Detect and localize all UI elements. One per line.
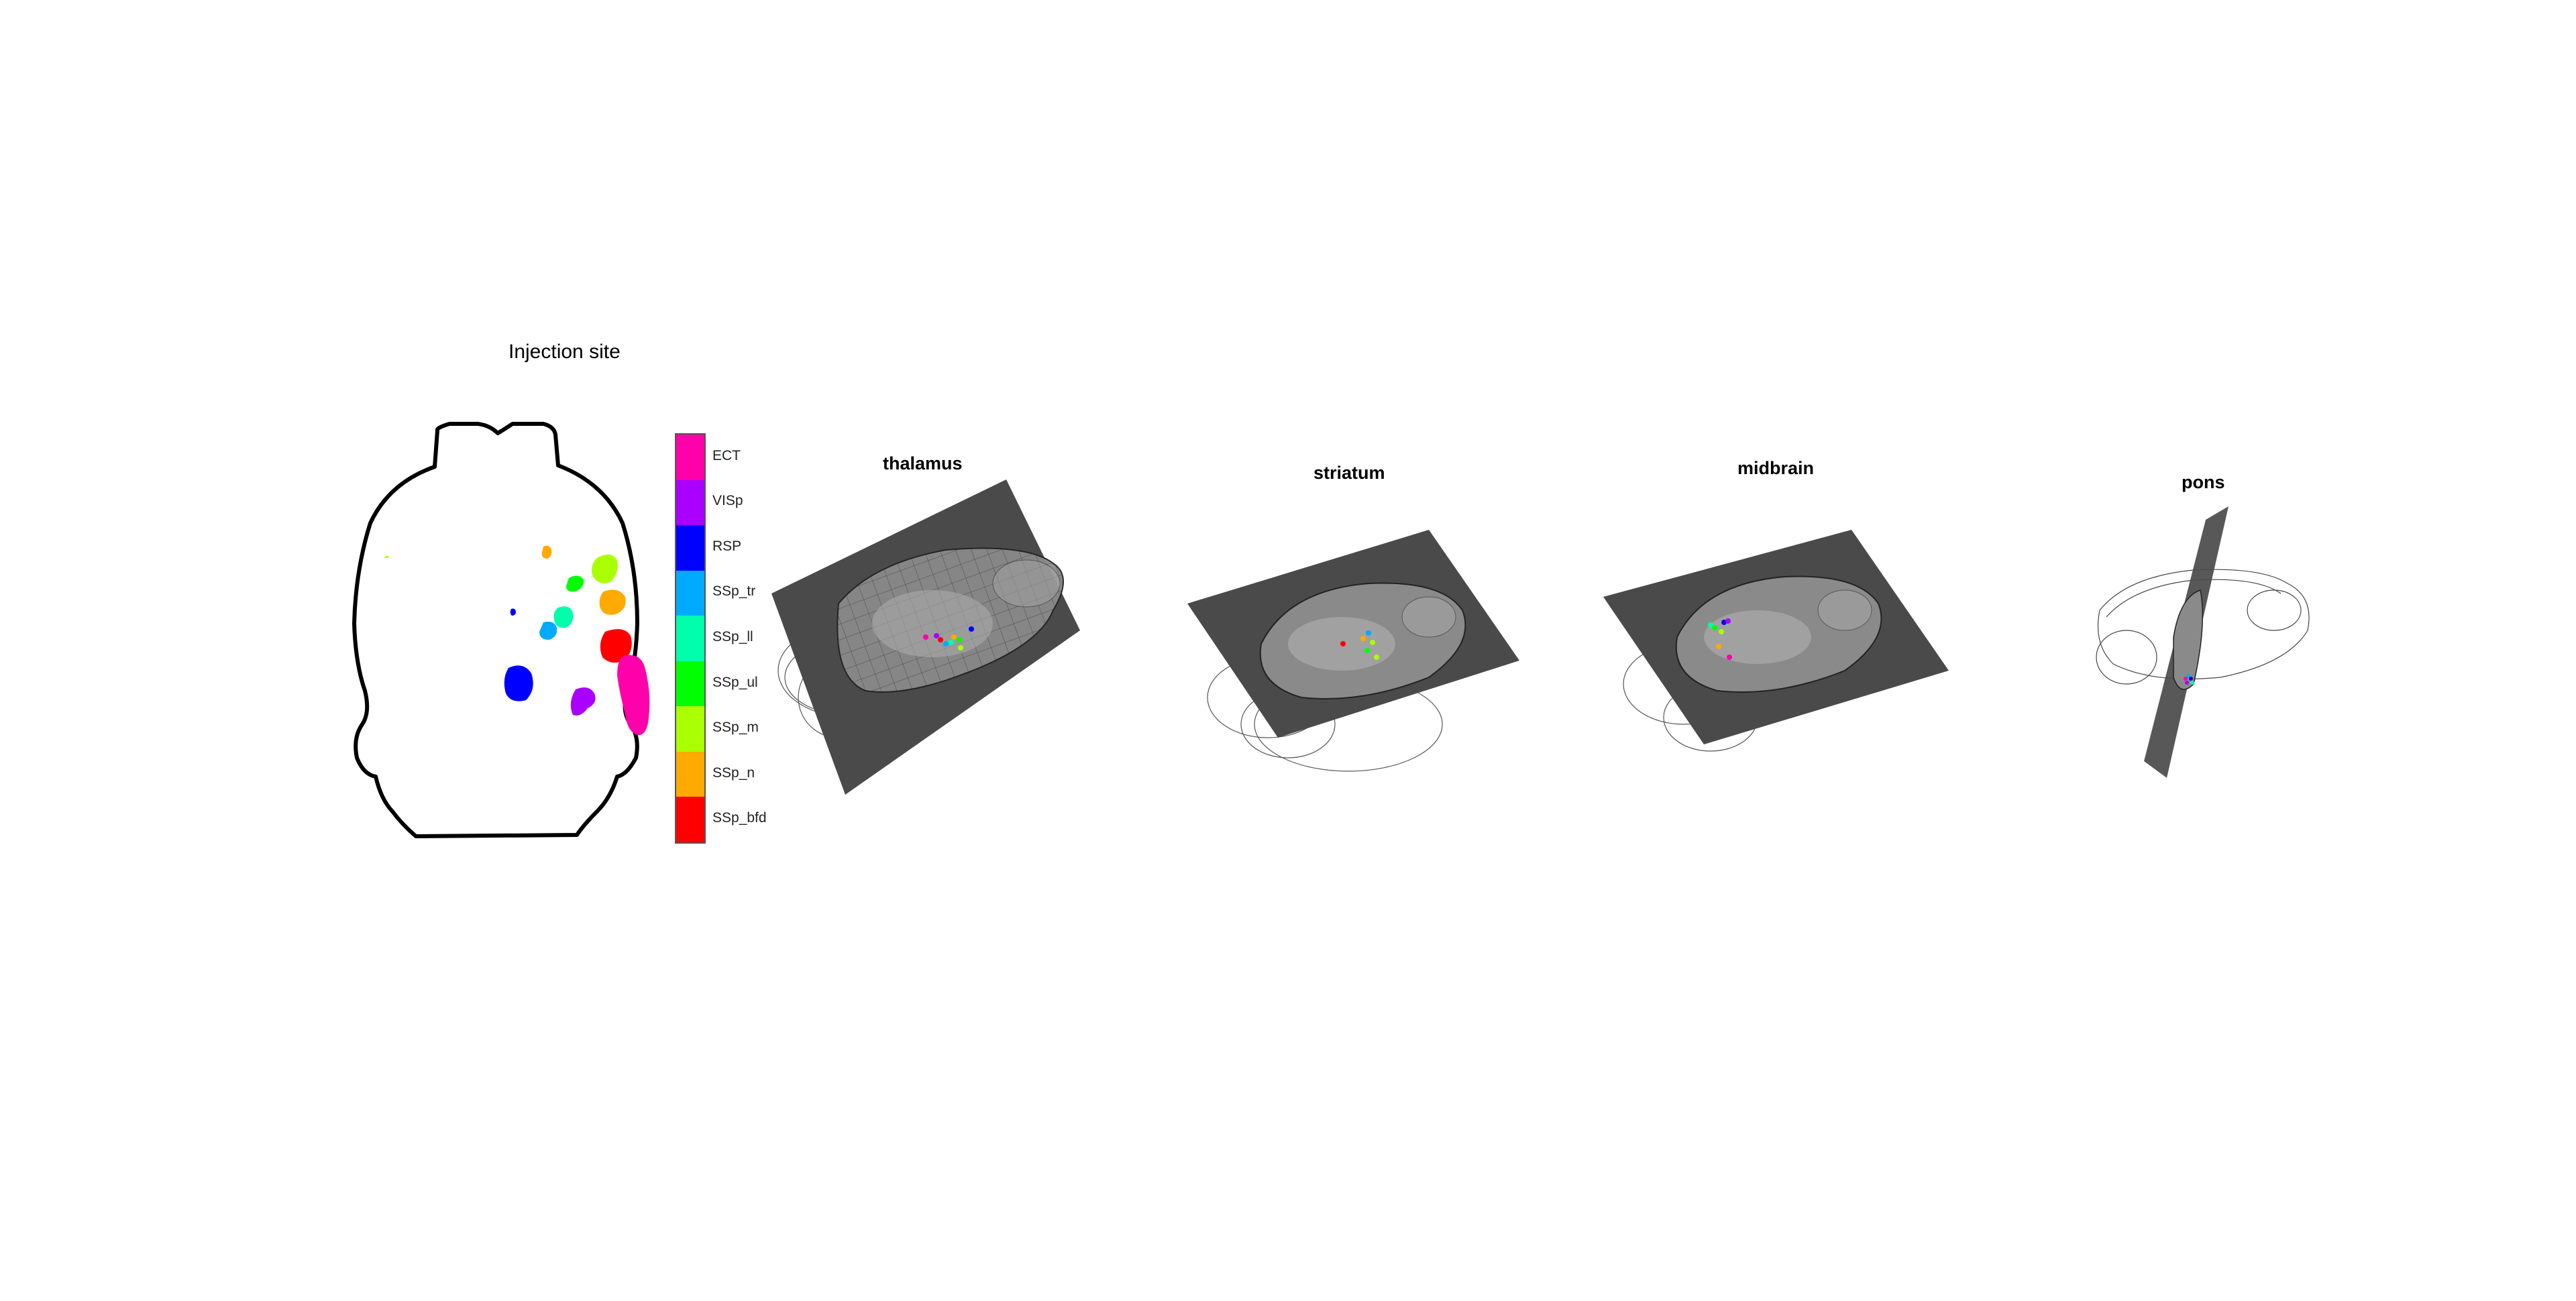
panel-midbrain-3d: [1603, 530, 1949, 752]
legend-label-rsp: RSP: [712, 538, 742, 554]
brain-outline-dorsal: [352, 422, 650, 838]
legend-swatch-ssp-ll: [676, 616, 704, 661]
injection-points: [1708, 618, 1732, 660]
panel-pons-3d: [2096, 506, 2310, 778]
brain-model: [1675, 575, 1882, 693]
blob-ect: [617, 655, 650, 736]
legend-swatch-ssp-bfd: [676, 797, 704, 842]
legend-label-ssp-ll: SSp_ll: [712, 629, 753, 644]
legend-label-ssp-n: SSp_n: [712, 765, 755, 781]
panel-thalamus-3d: [771, 479, 1080, 795]
blob-ssp-tr: [539, 622, 557, 640]
blob-ssp-bfd: [600, 629, 632, 663]
legend-label-ssp-m: SSp_m: [712, 720, 759, 736]
injection-points: [2184, 674, 2194, 685]
blob-ssp-ul: [566, 575, 584, 592]
legend-swatch-rsp: [676, 525, 704, 571]
legend-swatch-ssp-m: [676, 706, 704, 752]
legend-label-ssp-bfd: SSp_bfd: [712, 810, 767, 826]
injection-points: [923, 626, 974, 650]
panel-title-thalamus: thalamus: [883, 453, 963, 473]
injection-points: [1340, 630, 1379, 660]
blob-visp: [570, 687, 596, 716]
blob-ssp-m: [592, 554, 618, 583]
brain-model: [837, 547, 1064, 693]
legend-swatch-visp: [676, 479, 704, 526]
blob-ssp-n-2: [599, 589, 626, 615]
legend-label-ssp-tr: SSp_tr: [712, 583, 756, 600]
blob-ssp-n-1: [541, 545, 552, 559]
panel-title-striatum: striatum: [1313, 463, 1385, 483]
legend-swatch-ssp-ul: [676, 661, 704, 707]
blob-ssp-ll: [553, 606, 574, 628]
panel-title-pons: pons: [2182, 472, 2225, 492]
panel-striatum-3d: [1187, 530, 1519, 772]
legend-label-ssp-ul: SSp_ul: [712, 674, 758, 690]
blob-rsp: [504, 665, 533, 701]
legend-label-visp: VISp: [712, 493, 743, 509]
legend-colorbar: [675, 433, 706, 844]
blob-rsp-small: [510, 608, 516, 616]
legend-swatch-ssp-n: [676, 751, 704, 797]
legend-label-ect: ECT: [712, 447, 741, 463]
injection-site-title: Injection site: [508, 341, 621, 363]
legend-swatch-ect: [676, 435, 704, 480]
legend-swatch-ssp-tr: [676, 570, 704, 616]
panel-title-midbrain: midbrain: [1737, 458, 1815, 478]
